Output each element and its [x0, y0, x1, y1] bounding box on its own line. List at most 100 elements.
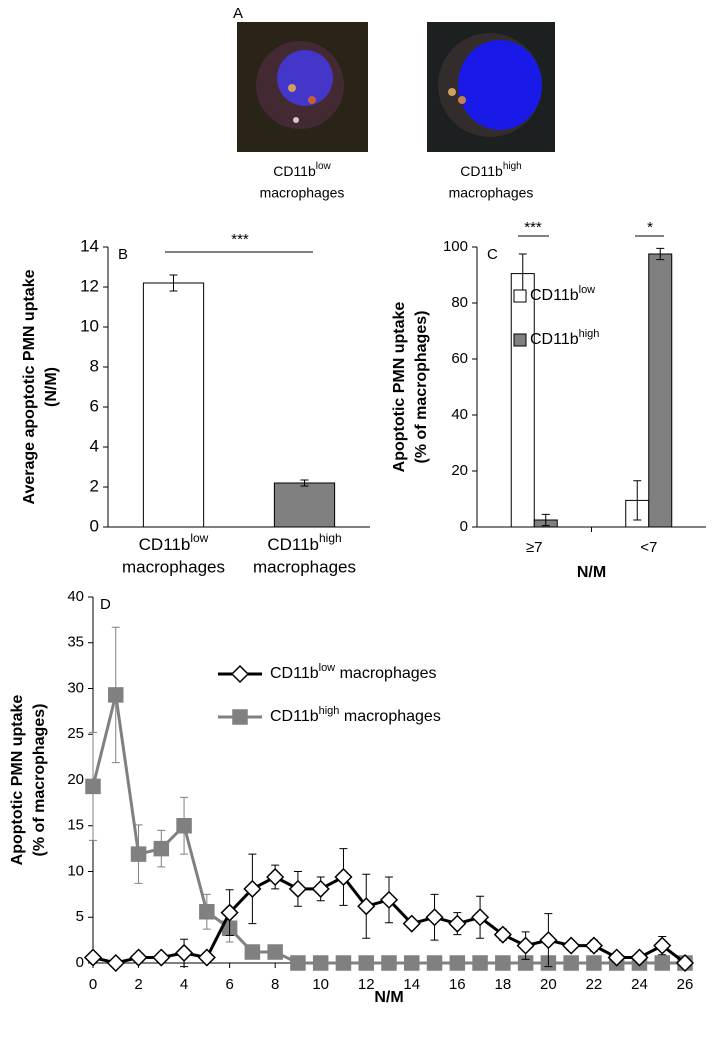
- y-tick-label: 60: [451, 350, 468, 367]
- bar: [510, 273, 535, 528]
- legend-swatch: [513, 289, 527, 303]
- point: [288, 879, 307, 898]
- y-tick-label: 4: [90, 436, 99, 455]
- x-tick-label: 8: [271, 976, 279, 993]
- y-tick-label: 35: [67, 634, 84, 651]
- legend-label: CD11bhigh: [530, 328, 599, 348]
- point: [243, 879, 262, 898]
- x-tick-label-part: CD11b: [139, 535, 191, 554]
- y-tick-label: 80: [451, 294, 468, 311]
- legend-marker: [230, 664, 250, 684]
- legend-label-part: high: [319, 705, 340, 717]
- x-tick-label-part: low: [190, 531, 208, 545]
- image-caption-part: high: [503, 161, 522, 172]
- image-caption-part: CD11b: [460, 163, 503, 179]
- x-tick-label: ≥7: [526, 539, 543, 556]
- y-tick-label: 40: [67, 588, 84, 605]
- point: [607, 948, 626, 967]
- bar: [142, 282, 205, 528]
- x-tick-label: 10: [312, 976, 329, 993]
- point: [176, 818, 192, 834]
- y-tick-label: 15: [67, 817, 84, 834]
- legend-marker: [232, 709, 248, 725]
- nucleus: [458, 40, 542, 130]
- panel-label: B: [118, 246, 128, 263]
- point: [379, 890, 399, 909]
- point: [129, 948, 148, 967]
- y-tick-label: 14: [80, 236, 99, 255]
- point: [358, 955, 374, 971]
- image-caption-line2: macrophages: [260, 185, 345, 201]
- y-axis-label: Average apoptotic PMN uptake: [21, 269, 38, 504]
- legend-label-part: macrophages: [335, 665, 436, 682]
- x-axis-label: N/M: [374, 989, 403, 1006]
- point: [175, 943, 194, 962]
- point: [426, 955, 443, 971]
- point: [244, 944, 261, 960]
- particle: [458, 96, 466, 104]
- x-tick-label: 16: [449, 976, 466, 993]
- image-caption-part: low: [316, 161, 332, 172]
- significance: *: [647, 219, 653, 236]
- y-tick-label: 30: [67, 679, 84, 696]
- y-tick-label: 20: [67, 771, 84, 788]
- point: [199, 904, 215, 920]
- x-tick-label: <7: [640, 539, 657, 556]
- x-tick-label: 22: [586, 976, 603, 993]
- y-tick-label: 100: [443, 238, 468, 255]
- y-tick-label: 25: [67, 725, 84, 742]
- point: [290, 955, 306, 971]
- point: [630, 948, 649, 967]
- y-tick-label: 5: [76, 908, 84, 925]
- y-axis-label: (% of macrophages): [31, 704, 48, 857]
- point: [267, 944, 283, 960]
- y-axis-label: Apoptotic PMN uptake: [391, 302, 408, 473]
- image-caption: CD11blow: [273, 161, 331, 179]
- point: [153, 840, 170, 857]
- point: [311, 879, 330, 898]
- y-axis-label: Apoptotic PMN uptake: [9, 695, 26, 866]
- y-tick-label: 0: [76, 954, 84, 971]
- point: [106, 953, 125, 973]
- panel-label: A: [233, 5, 243, 22]
- x-tick-label: 6: [225, 976, 233, 993]
- y-tick-label: 2: [90, 476, 99, 495]
- legend-label: CD11blow macrophages: [270, 662, 437, 682]
- y-tick-label: 40: [451, 406, 468, 423]
- point: [266, 867, 285, 887]
- y-tick-label: 10: [67, 862, 84, 879]
- x-tick-label-part: high: [319, 531, 342, 545]
- significance: ***: [231, 231, 249, 248]
- x-tick-label-line2: macrophages: [253, 557, 356, 576]
- x-tick-label: CD11bhigh: [267, 531, 341, 554]
- y-tick-label: 0: [90, 516, 99, 535]
- point: [495, 955, 511, 971]
- y-tick-label: 12: [80, 276, 99, 295]
- point: [83, 948, 103, 967]
- point: [675, 953, 695, 973]
- point: [493, 925, 512, 944]
- y-tick-label: 10: [80, 316, 99, 335]
- panel-label: C: [487, 246, 498, 263]
- point: [381, 955, 397, 971]
- point: [584, 936, 603, 955]
- point: [334, 867, 353, 887]
- legend-swatch: [513, 333, 527, 347]
- point: [471, 908, 490, 927]
- x-tick-label: 20: [540, 976, 557, 993]
- legend-label-part: low: [579, 284, 596, 296]
- particle: [288, 84, 296, 92]
- y-tick-label: 20: [451, 462, 468, 479]
- panel-label: D: [100, 596, 111, 613]
- legend-label-part: high: [579, 328, 600, 340]
- image-caption: CD11bhigh: [460, 161, 521, 179]
- x-tick-label: 26: [677, 976, 694, 993]
- x-tick-label: 14: [403, 976, 420, 993]
- y-tick-label: 6: [90, 396, 99, 415]
- significance: ***: [524, 219, 542, 236]
- legend-label-part: low: [319, 662, 336, 674]
- point: [197, 948, 216, 967]
- point: [449, 955, 466, 971]
- legend-label-part: CD11b: [530, 287, 579, 304]
